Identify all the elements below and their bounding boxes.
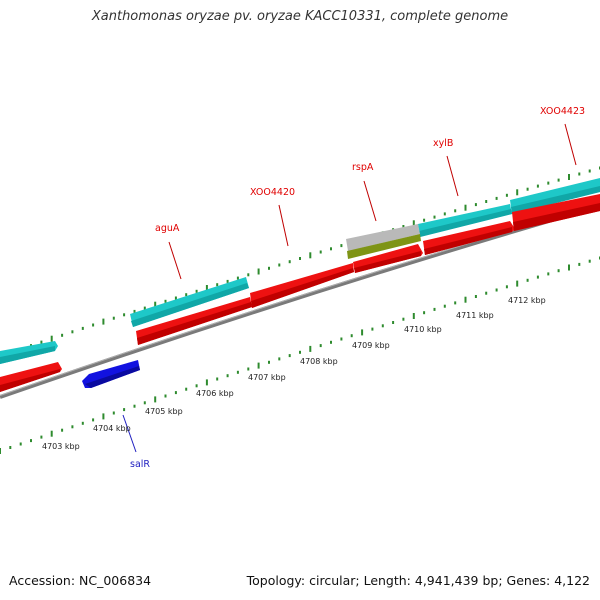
scale-label: 4710 kbp [404,325,442,334]
label-leaders [122,123,577,453]
cds-forward-xylB-shade [419,209,512,237]
gene-label-XOO4423[interactable]: XOO4423 [540,106,585,117]
cds-reverse-rspA-shade [354,251,421,273]
gene-label-rspA[interactable]: rspA [352,162,374,173]
scale-labels: 4703 kbp 4704 kbp 4705 kbp 4706 kbp 4707… [42,296,546,451]
leader-XOO4423 [564,123,577,166]
genome-backbone [0,204,600,399]
gene-labels: aguA XOO4420 rspA xylB XOO4423 salR [130,106,585,470]
scale-label: 4709 kbp [352,341,390,350]
cds-forward-aguA-shade [131,283,249,327]
outer-tick-track [0,166,600,359]
inner-tick-track [0,256,600,454]
cds-rspA-lower [347,234,421,259]
gene-label-aguA[interactable]: aguA [155,223,180,234]
scale-label: 4706 kbp [196,389,234,398]
gene-label-XOO4420[interactable]: XOO4420 [250,187,295,198]
cds-reverse-aguA-shade [137,302,252,345]
cds-rspA[interactable] [346,224,420,251]
cds-salR-shade [85,366,140,388]
cds-reverse-XOO4423-shade [513,203,600,231]
cds-forward-XOO4423-shade [511,186,600,214]
cds-forward-left-shade [0,346,55,364]
accession-text: Accession: NC_006834 [9,573,152,588]
reverse-strand-features [0,194,600,392]
cds-reverse-left-shade [0,369,60,392]
genome-summary-text: Topology: circular; Length: 4,941,439 bp… [246,573,590,588]
cds-reverse-xylB-shade [424,227,512,255]
leader-salR [122,414,137,453]
scale-label: 4708 kbp [300,357,338,366]
scale-label: 4703 kbp [42,442,80,451]
leader-xylB [446,155,459,197]
scale-label: 4711 kbp [456,311,494,320]
scale-label: 4712 kbp [508,296,546,305]
scale-label: 4707 kbp [248,373,286,382]
forward-strand-features [0,178,600,364]
map-title: Xanthomonas oryzae pv. oryzae KACC10331,… [91,9,509,24]
gene-label-xylB[interactable]: xylB [433,138,453,149]
leader-XOO4420 [278,204,289,247]
leader-rspA [363,180,377,222]
scale-label: 4704 kbp [93,424,131,433]
scale-label: 4705 kbp [145,407,183,416]
cds-reverse-XOO4420-shade [251,268,354,308]
leader-aguA [168,241,182,280]
gene-label-salR[interactable]: salR [130,459,150,470]
